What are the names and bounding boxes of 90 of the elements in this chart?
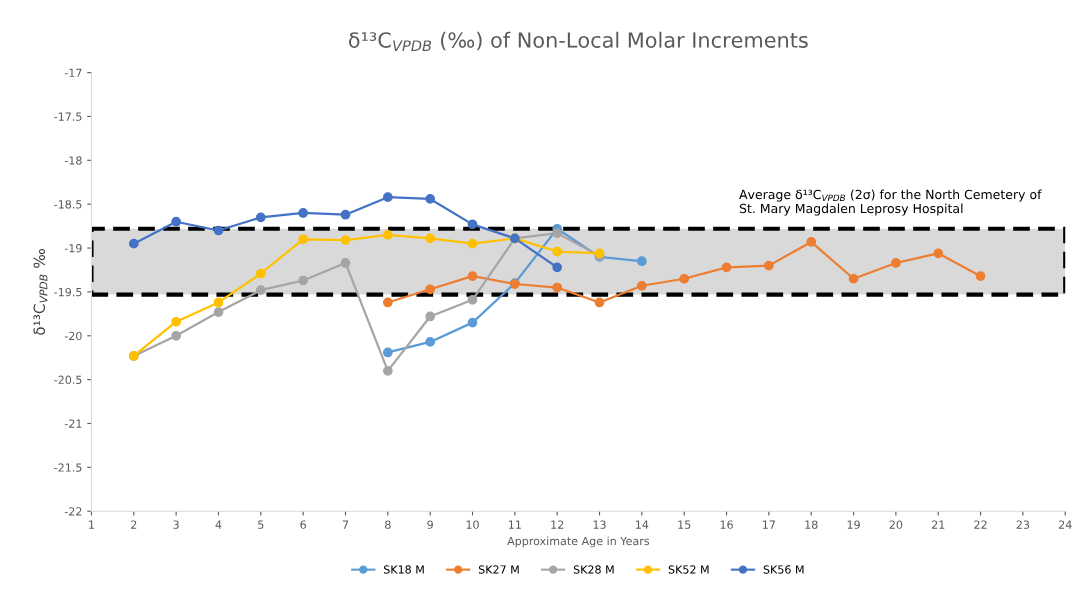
point (848, 273, 859, 284)
point (340, 209, 351, 220)
x-tick-label: 21 (931, 520, 945, 529)
point (213, 307, 224, 317)
point (425, 337, 436, 347)
x-tick-label: 2 (131, 520, 137, 529)
x-tick-label: 15 (678, 520, 691, 529)
point (552, 228, 563, 238)
y-axis-title: δ¹³C$_{VPDB}$ ‰ (33, 249, 48, 335)
x-tick-label: 9 (427, 520, 433, 529)
point (425, 311, 436, 322)
point (382, 192, 393, 203)
point (171, 316, 181, 327)
point (933, 248, 944, 259)
point (679, 273, 690, 284)
point (382, 366, 393, 376)
x-tick-label: 14 (636, 520, 649, 529)
point (764, 260, 774, 271)
x-tick-label: 1 (89, 520, 94, 529)
point (891, 258, 901, 268)
legend-label: SK28 M (573, 565, 614, 574)
point (467, 294, 478, 305)
legend-label: SK52 M (668, 565, 709, 574)
y-tick-label: -20.5 (54, 375, 82, 385)
x-tick-label: 18 (805, 520, 818, 529)
x-tick-label: 17 (763, 520, 775, 529)
x-tick-label: 11 (508, 520, 521, 529)
point (425, 194, 436, 204)
x-tick-label: 24 (1058, 520, 1072, 529)
point (171, 330, 181, 341)
y-tick-label: -19 (64, 244, 82, 253)
point (382, 347, 393, 358)
point (552, 246, 563, 257)
point (255, 268, 266, 279)
point (382, 230, 393, 240)
y-tick-label: -18 (64, 156, 82, 165)
x-tick-label: 3 (173, 520, 179, 529)
chart-title: δ¹³C$_{VPDB}$ (‰) of Non-Local Molar Increments (348, 31, 808, 52)
y-tick-label: -18.5 (54, 200, 82, 209)
point (213, 297, 224, 308)
point (128, 238, 139, 249)
point (721, 262, 732, 273)
point (340, 258, 351, 268)
point (255, 285, 266, 296)
point (975, 271, 986, 281)
point (594, 297, 605, 308)
x-tick-label: 7 (342, 520, 349, 529)
legend-label: SK27 M (478, 565, 519, 574)
y-tick-label: -22 (64, 507, 82, 516)
point (467, 271, 478, 281)
point (340, 235, 351, 246)
point (298, 208, 309, 218)
point (806, 237, 817, 247)
legend-label: SK56 M (763, 565, 804, 574)
y-tick-label: -21 (64, 419, 82, 428)
point (467, 219, 478, 230)
point (425, 233, 436, 244)
x-tick-label: 5 (258, 520, 264, 529)
point (171, 216, 181, 227)
x-tick-label: 20 (889, 520, 903, 529)
legend-label: SK18 M (383, 565, 424, 574)
x-tick-label: 19 (847, 520, 860, 529)
x-tick-label: 8 (385, 520, 391, 529)
point (636, 256, 647, 267)
point (382, 297, 393, 308)
point (467, 317, 478, 328)
x-tick-label: 16 (720, 520, 733, 529)
x-tick-label: 13 (593, 520, 606, 529)
x-tick-label: 6 (300, 520, 306, 529)
y-tick-label: -20 (64, 331, 82, 341)
x-axis-title: Approximate Age in Years (507, 536, 650, 548)
y-tick-label: -19.5 (54, 287, 82, 297)
x-tick-label: 12 (551, 520, 564, 529)
point (425, 284, 436, 295)
point (636, 280, 647, 291)
point (298, 234, 309, 245)
point (255, 212, 266, 223)
point (552, 262, 563, 273)
y-tick-label: -21.5 (54, 463, 82, 472)
y-tick-label: -17.5 (54, 112, 82, 121)
band-label: Average δ¹³C$_{VPDB}$ (2σ) for the North Cemetery of St. Mary Magdalen Leprosy Hospital (739, 189, 1042, 216)
x-tick-label: 22 (974, 520, 987, 529)
x-tick-label: 10 (466, 520, 479, 529)
point (213, 225, 224, 236)
point (467, 238, 478, 249)
x-tick-label: 4 (215, 520, 222, 529)
y-tick-label: -17 (64, 68, 82, 77)
x-tick-label: 23 (1016, 520, 1030, 529)
point (552, 282, 563, 293)
point (298, 275, 309, 286)
